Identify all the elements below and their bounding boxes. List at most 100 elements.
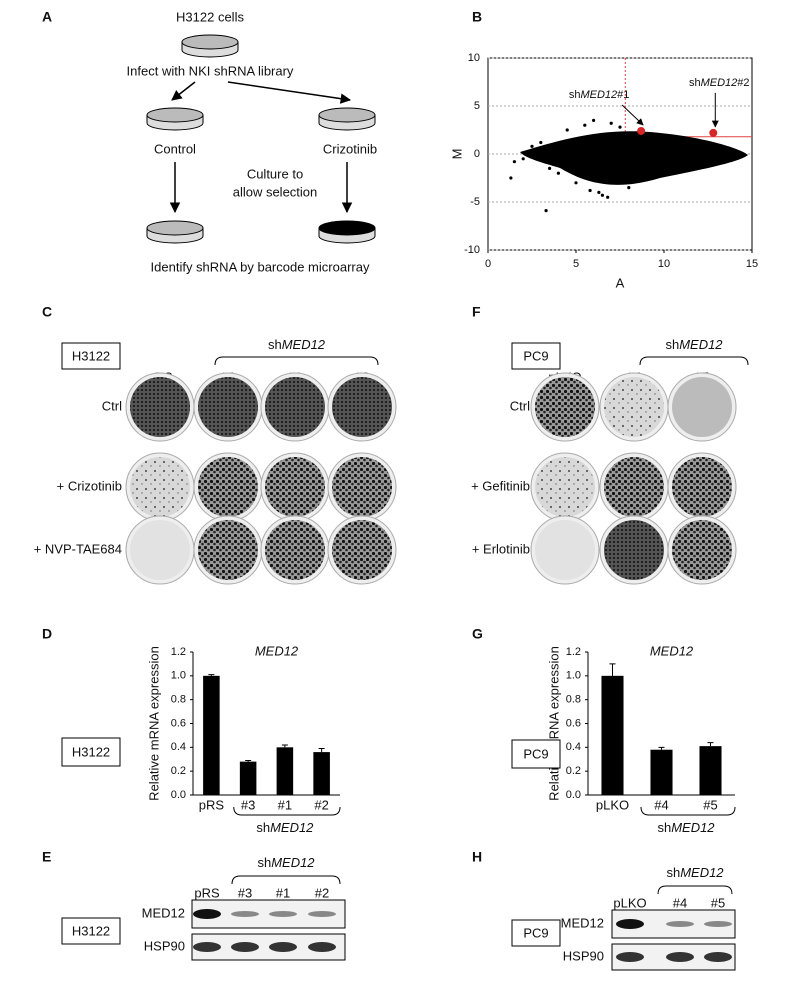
point [509, 176, 513, 180]
y-tick-label: 1.0 [566, 670, 581, 682]
plate [198, 377, 258, 437]
x-tick-label: #5 [703, 797, 717, 812]
plate [535, 520, 595, 580]
bar [650, 749, 673, 795]
band [269, 911, 297, 917]
label-part: sh [257, 855, 271, 870]
point [556, 171, 561, 175]
band [231, 942, 259, 952]
row-label: + NVP-TAE684 [34, 541, 122, 556]
point [512, 160, 517, 164]
plate [535, 457, 595, 517]
label-part: MED12 [679, 337, 723, 352]
panel-letter: B [472, 9, 482, 25]
point [588, 188, 592, 193]
y-tick-label: 0.2 [566, 765, 581, 777]
label-part: sh [569, 89, 581, 101]
point [715, 149, 719, 153]
label-part: #1 [617, 89, 629, 101]
y-tick-label: 0.6 [171, 717, 186, 729]
error-bar [245, 759, 252, 762]
blot-label: MED12 [142, 905, 185, 920]
row-label: + Gefitinib [471, 478, 530, 493]
label-part: MED12 [282, 337, 326, 352]
bar [699, 746, 722, 795]
lane-label: #5 [711, 895, 725, 910]
cell-line-label: H3122 [72, 744, 110, 759]
point [600, 193, 605, 197]
label-part: sh [268, 337, 282, 352]
blot-label: MED12 [561, 915, 604, 930]
band [269, 942, 297, 952]
label-part: MED12 [271, 855, 315, 870]
blot-label: HSP90 [144, 938, 185, 953]
panel-a: A H3122 cells Infect with NKI shRNA libr… [42, 9, 377, 275]
x-tick-label: #3 [241, 797, 255, 812]
point [592, 118, 596, 122]
step-text: Infect with NKI shRNA library [127, 63, 294, 78]
plate [130, 377, 190, 437]
cell-line-label: PC9 [523, 746, 548, 761]
y-axis-label: Relative mRNA expression [146, 646, 161, 801]
bar [239, 761, 257, 795]
bracket [231, 875, 341, 885]
y-tick-label: 0.0 [566, 789, 581, 801]
bracket [214, 356, 379, 366]
step-text: Crizotinib [323, 141, 377, 156]
label-part: MED12 [580, 89, 617, 101]
error-bar [281, 744, 288, 748]
y-axis-label: M [449, 149, 464, 160]
label-part: MED12 [270, 820, 314, 835]
band [616, 919, 644, 929]
row-label: + Erlotinib [472, 541, 530, 556]
group-label: shMED12 [256, 820, 314, 835]
point [530, 144, 534, 148]
plate [130, 520, 190, 580]
plate [198, 457, 258, 517]
band [704, 952, 732, 962]
point [627, 186, 631, 190]
plate [130, 457, 190, 517]
point [539, 140, 543, 145]
point [565, 128, 569, 132]
lane-label: pRS [194, 885, 220, 900]
plate [604, 520, 664, 580]
bracket [233, 806, 341, 816]
point [606, 195, 610, 199]
band [616, 952, 644, 962]
x-tick-label: pRS [199, 797, 225, 812]
step-text: allow selection [233, 184, 318, 199]
point [521, 157, 525, 161]
lane-label: #2 [315, 885, 329, 900]
plate [332, 377, 392, 437]
plate [672, 520, 732, 580]
bar [601, 675, 624, 795]
panel-letter: A [42, 9, 52, 25]
point [597, 190, 601, 194]
row-label: Ctrl [102, 398, 122, 413]
cell-line-label: PC9 [523, 925, 548, 940]
point [618, 125, 622, 129]
label-box [61, 917, 121, 945]
group-label: shMED12#2 [689, 77, 750, 89]
error-bar [318, 748, 325, 753]
y-tick-label: 10 [468, 52, 480, 64]
bracket [639, 356, 749, 366]
group-label: shMED12 [657, 820, 715, 835]
lane-label: #1 [276, 885, 290, 900]
panel-letter: D [42, 626, 52, 642]
lane-label: #4 [673, 895, 687, 910]
arrow [227, 81, 352, 104]
x-tick-label: pLKO [596, 797, 629, 812]
x-tick-label: 5 [573, 258, 579, 270]
label-part: #2 [737, 77, 749, 89]
y-axis-label: Relative mRNA expression [546, 646, 561, 801]
chart-title: MED12 [255, 643, 299, 658]
plate [265, 457, 325, 517]
band [193, 909, 221, 919]
point [662, 138, 666, 142]
error-bar [707, 742, 714, 747]
row-label: Ctrl [510, 398, 530, 413]
point [644, 176, 649, 180]
y-tick-label: 1.2 [566, 646, 581, 658]
